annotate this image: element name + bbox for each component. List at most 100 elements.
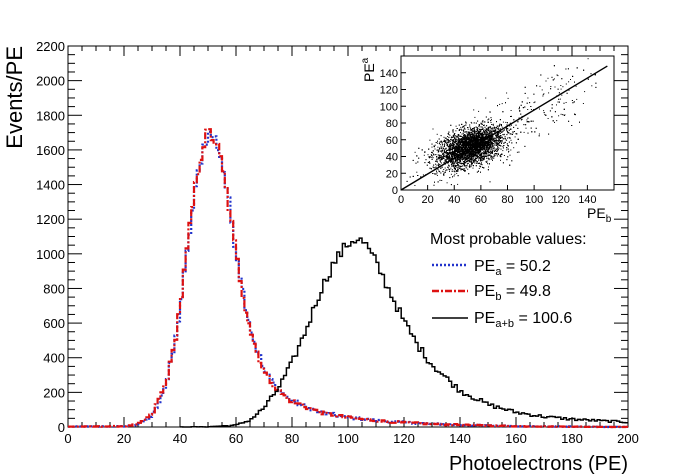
inset-point — [438, 157, 439, 159]
inset-point — [429, 139, 431, 141]
inset-point — [518, 108, 520, 110]
inset-point — [493, 146, 494, 148]
inset-point — [471, 160, 473, 162]
inset-point — [473, 134, 475, 136]
inset-point — [469, 142, 470, 144]
inset-point — [451, 139, 453, 141]
inset-point — [543, 93, 545, 95]
inset-point — [466, 134, 468, 136]
inset-point — [467, 136, 469, 138]
inset-point — [439, 171, 441, 173]
inset-point — [472, 154, 473, 155]
inset-point — [449, 157, 451, 159]
inset-point — [485, 131, 486, 133]
inset-point — [526, 121, 528, 123]
inset-point — [462, 150, 464, 152]
inset-point — [447, 142, 449, 144]
inset-point — [468, 144, 470, 146]
inset-point — [456, 138, 458, 140]
inset-point — [524, 145, 526, 147]
inset-point — [547, 118, 549, 119]
inset-point — [462, 165, 464, 167]
inset-point — [530, 109, 532, 110]
inset-point — [474, 146, 476, 148]
inset-point — [436, 156, 438, 158]
inset-point — [497, 149, 499, 151]
inset-point — [511, 133, 513, 135]
inset-point — [440, 161, 441, 163]
inset-point — [554, 111, 556, 113]
inset-point — [447, 155, 449, 157]
inset-point — [483, 147, 485, 149]
inset-point — [416, 171, 418, 173]
inset-point — [465, 135, 467, 137]
inset-point — [489, 133, 491, 135]
inset-point — [494, 141, 496, 143]
inset-point — [491, 131, 493, 133]
inset-point — [461, 133, 463, 135]
inset-point — [483, 156, 485, 158]
inset-point — [435, 142, 437, 143]
inset-point — [498, 139, 500, 141]
inset-point — [481, 160, 483, 162]
inset-point — [479, 155, 481, 157]
inset-point — [478, 124, 480, 125]
inset-point — [433, 153, 435, 155]
inset-point — [481, 137, 483, 139]
inset-point — [472, 136, 474, 138]
inset-point — [432, 166, 434, 168]
inset-point — [483, 159, 485, 161]
inset-point — [495, 150, 496, 151]
inset-point — [457, 153, 459, 155]
inset-point — [482, 166, 483, 168]
inset-point — [489, 145, 491, 147]
inset-point — [434, 148, 436, 150]
inset-point — [490, 151, 492, 153]
inset-point — [481, 121, 483, 123]
inset-point — [459, 139, 461, 141]
inset-point — [435, 154, 437, 156]
inset-point — [464, 162, 466, 163]
inset-point — [452, 145, 454, 147]
inset-point — [560, 85, 562, 86]
inset-point — [468, 157, 470, 159]
inset-point — [485, 150, 487, 152]
x-tick-label: 200 — [617, 431, 639, 446]
inset-point — [481, 157, 483, 158]
inset-point — [544, 114, 546, 116]
inset-point — [476, 151, 477, 153]
inset-point — [548, 92, 550, 94]
inset-point — [492, 155, 494, 157]
inset-point — [448, 155, 450, 156]
inset-point — [543, 110, 545, 112]
inset-point — [470, 131, 472, 133]
inset-point — [462, 161, 464, 162]
inset-point — [498, 128, 500, 130]
inset-point — [491, 138, 493, 140]
inset-point — [442, 147, 444, 149]
inset-point — [469, 126, 471, 128]
inset-point — [438, 163, 440, 165]
inset-point — [486, 135, 488, 137]
inset-point — [460, 147, 462, 149]
inset-point — [450, 158, 452, 160]
inset-point — [492, 136, 494, 138]
inset-point — [459, 162, 461, 164]
y-tick-label: 800 — [43, 281, 65, 296]
inset-point — [451, 169, 453, 171]
inset-point — [486, 155, 488, 157]
inset-point — [432, 128, 434, 130]
inset-point — [457, 169, 459, 171]
inset-point — [479, 135, 481, 137]
inset-point — [494, 148, 496, 150]
inset-point — [458, 165, 460, 167]
inset-point — [460, 126, 462, 128]
inset-point — [495, 127, 497, 129]
x-tick-label: 120 — [393, 431, 415, 446]
inset-point — [472, 133, 474, 135]
inset-point — [443, 136, 445, 138]
inset-point — [440, 172, 442, 174]
x-tick-label: 140 — [449, 431, 471, 446]
inset-point — [484, 131, 486, 133]
inset-point — [444, 140, 446, 142]
